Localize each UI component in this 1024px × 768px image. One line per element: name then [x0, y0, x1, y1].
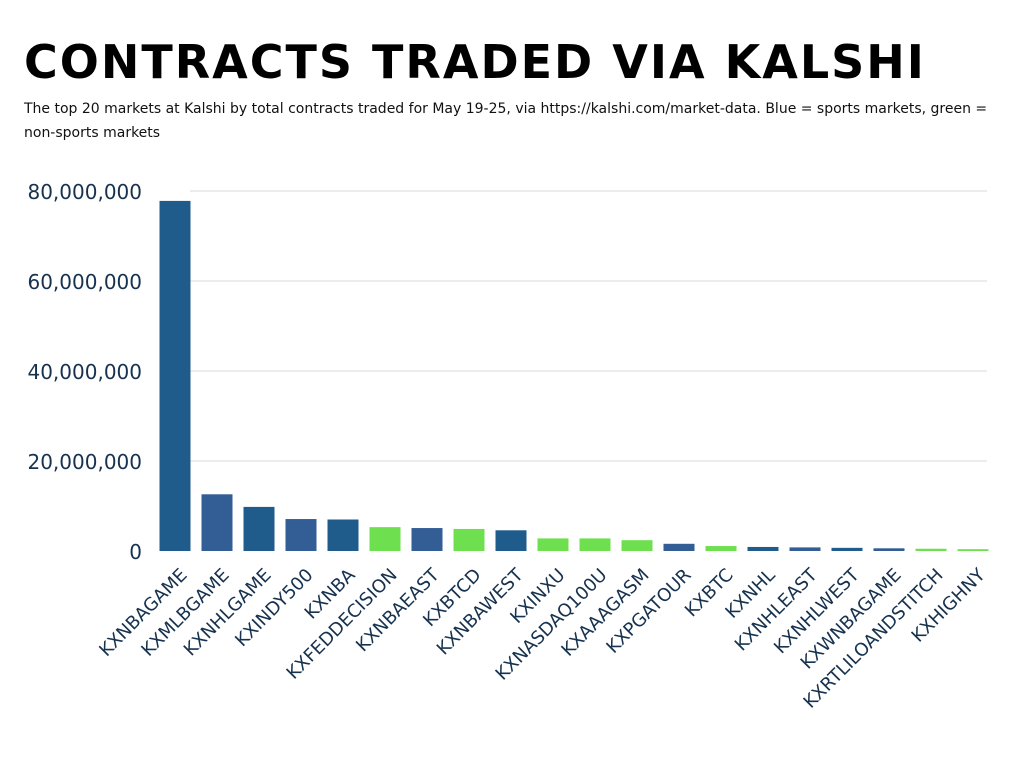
bar-kxnhl: [747, 546, 779, 551]
y-tick-label: 40,000,000: [27, 360, 142, 384]
bar-kxnba: [327, 519, 359, 551]
bar-kxpgatour: [663, 543, 695, 551]
bar-kxnasdaq100u: [579, 538, 611, 551]
chart-subtitle: The top 20 markets at Kalshi by total co…: [24, 101, 988, 141]
chart-title: CONTRACTS TRADED VIA KALSHI: [24, 35, 926, 89]
y-tick-label: 20,000,000: [27, 450, 142, 474]
gridlines: [190, 190, 987, 462]
bar-kxmlbgame: [201, 494, 233, 551]
bar-kxaaagasm: [621, 540, 653, 551]
x-axis: KXNBAGAMEKXMLBGAMEKXNHLGAMEKXINDY500KXNB…: [95, 564, 990, 713]
bar-kxbtc: [705, 546, 737, 551]
bars: [159, 200, 989, 551]
bar-kxnhlgame: [243, 506, 275, 551]
bar-kxindy500: [285, 519, 317, 551]
bar-kxnhlwest: [831, 547, 863, 551]
bar-kxinxu: [537, 538, 569, 551]
y-tick-label: 80,000,000: [27, 180, 142, 204]
bar-kxfeddecision: [369, 527, 401, 551]
bar-kxnbagame: [159, 200, 191, 551]
bar-kxnhleast: [789, 547, 821, 551]
bar-kxwnbagame: [873, 548, 905, 551]
bar-kxnbawest: [495, 530, 527, 551]
y-tick-label: 60,000,000: [27, 270, 142, 294]
bar-kxbtcd: [453, 528, 485, 551]
bar-kxrtliloandstitch: [915, 548, 947, 551]
y-axis: 0 20,000,000 40,000,000 60,000,000 80,000,00…: [27, 180, 142, 564]
bar-kxhighny: [957, 549, 989, 551]
bar-kxnbaeast: [411, 528, 443, 551]
y-tick-label: 0: [129, 540, 142, 564]
